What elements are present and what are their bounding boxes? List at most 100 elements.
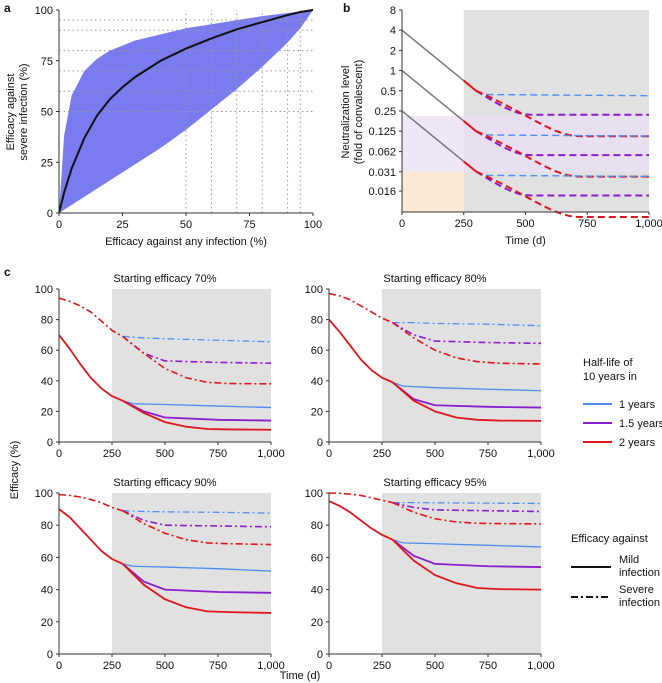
shaded-region-c [382, 493, 541, 654]
x-tick-label-c: 750 [209, 448, 227, 460]
y-tick-label-c: 80 [41, 520, 53, 532]
severe-shared-curve [328, 492, 393, 504]
y-tick-label-c: 40 [41, 376, 53, 388]
y-axis-title-a-line: severe infection (%) [18, 63, 30, 160]
subplot-title: Starting efficacy 95% [383, 477, 486, 489]
y-tick-label-c: 0 [317, 437, 323, 449]
severe-series [392, 321, 542, 345]
neutralization-series [475, 89, 649, 116]
neutralization-series [475, 130, 649, 157]
x-tick-label-a: 75 [243, 219, 255, 231]
x-tick-label-c: 500 [156, 448, 174, 460]
mild-series [122, 400, 272, 409]
mild-shared-curve [328, 500, 393, 541]
legend-halflife-title: 10 years in [583, 371, 637, 383]
severe-shared-curve [58, 297, 124, 338]
legend-entry: 2 years [619, 437, 656, 449]
grey-decline-line [401, 29, 465, 82]
mild-shared-curve [58, 334, 123, 402]
panel-label-b: b [343, 1, 350, 15]
y-tick-label-c: 100 [305, 488, 323, 500]
x-tick-label-a: 25 [116, 219, 128, 231]
severe-series [122, 510, 272, 546]
y-axis-title-a-line: Efficacy against [5, 74, 17, 151]
subplot-title: Starting efficacy 90% [113, 477, 216, 489]
severe-shared-curve [328, 292, 393, 324]
severe-series [392, 501, 542, 525]
neutralization-series [475, 170, 649, 197]
y-tick-label-b: 4 [390, 25, 396, 37]
x-tick-label-c: 1,000 [257, 448, 285, 460]
severe-shared-curve [58, 493, 123, 512]
y-axis-title-b-line: Neutralization level [340, 66, 352, 159]
x-tick-label-b: 750 [578, 218, 596, 230]
purple-band-b [402, 116, 649, 172]
y-axis-title-c: Efficacy (%) [9, 441, 21, 499]
x-tick-label-c: 500 [426, 660, 444, 672]
y-tick-label-c: 40 [311, 376, 323, 388]
y-tick-label-c: 100 [305, 284, 323, 296]
neutralization-series [475, 90, 650, 97]
y-tick-label-a: 100 [35, 5, 53, 17]
y-tick-label-b: 8 [390, 5, 396, 17]
y-tick-label-a: 75 [41, 56, 53, 68]
y-tick-label-b: 2 [390, 45, 396, 57]
x-tick-label-c: 1,000 [527, 660, 555, 672]
y-tick-label-c: 100 [35, 488, 53, 500]
shaded-region-c [112, 493, 271, 654]
red-decline-segment [463, 120, 477, 132]
y-tick-label-c: 40 [41, 585, 53, 597]
x-tick-label-b: 500 [516, 218, 534, 230]
mild-series [122, 563, 272, 594]
panel-label-c: c [4, 265, 11, 279]
legend-type-entry: Severe [619, 584, 654, 596]
severe-series [122, 335, 272, 385]
subplot-title: Starting efficacy 80% [383, 273, 486, 285]
y-tick-label-c: 40 [311, 585, 323, 597]
legend-entry: 1 years [619, 399, 656, 411]
severe-series [122, 509, 272, 528]
y-tick-label-b: 0.031 [368, 167, 396, 179]
neutralization-series [475, 170, 650, 178]
efficacy-curve [58, 9, 314, 214]
legend-type-entry: Mild [619, 554, 639, 566]
y-tick-label-b: 0.25 [375, 106, 396, 118]
y-tick-label-c: 20 [41, 406, 53, 418]
mild-series [392, 381, 542, 422]
x-tick-label-c: 500 [426, 448, 444, 460]
subplot-title: Starting efficacy 70% [113, 273, 216, 285]
y-tick-label-c: 60 [311, 552, 323, 564]
mild-shared-curve [328, 319, 393, 384]
y-axis-title-a: Efficacy against severe infection (%) [5, 63, 30, 160]
x-tick-label-a: 50 [180, 219, 192, 231]
y-tick-label-c: 0 [317, 649, 323, 661]
y-tick-label-b: 0.062 [368, 147, 396, 159]
x-tick-label-b: 1,000 [635, 218, 662, 230]
x-tick-label-c: 250 [373, 448, 391, 460]
panel-label-a: a [4, 1, 11, 15]
y-tick-label-a: 25 [41, 157, 53, 169]
x-tick-label-c: 0 [326, 448, 332, 460]
x-tick-label-a: 100 [304, 219, 322, 231]
legend-type-entry: infection [619, 597, 660, 609]
legend-entry: 1.5 years [619, 418, 662, 430]
y-tick-label-b: 0.5 [381, 86, 396, 98]
x-tick-label-c: 750 [479, 660, 497, 672]
x-tick-label-c: 250 [103, 448, 121, 460]
grey-decline-line [401, 110, 465, 163]
shaded-region-b [463, 10, 649, 212]
x-tick-label-c: 750 [209, 660, 227, 672]
y-tick-label-c: 0 [47, 437, 53, 449]
mild-series [122, 399, 272, 431]
y-tick-label-c: 20 [311, 617, 323, 629]
shaded-region-c [112, 289, 271, 442]
legend-type-entry: infection [619, 567, 660, 579]
x-tick-label-b: 250 [455, 218, 473, 230]
y-tick-label-c: 100 [35, 284, 53, 296]
y-tick-label-c: 60 [41, 345, 53, 357]
mild-series [392, 539, 542, 548]
y-tick-label-a: 0 [47, 208, 53, 220]
mild-series [121, 563, 272, 614]
y-tick-label-c: 0 [47, 649, 53, 661]
